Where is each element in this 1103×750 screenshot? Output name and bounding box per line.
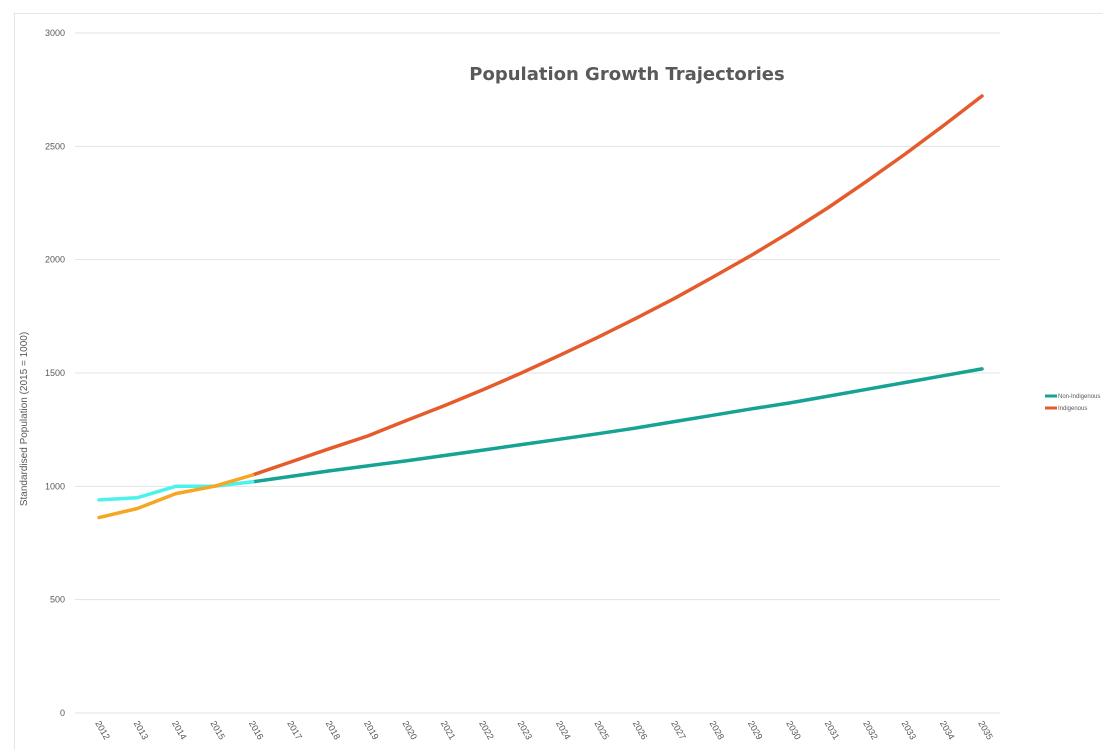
x-tick-label: 2014 xyxy=(170,719,189,741)
x-tick-label: 2025 xyxy=(592,719,611,741)
x-tick-label: 2020 xyxy=(400,719,419,741)
y-tick-label: 3000 xyxy=(45,28,65,38)
x-tick-label: 2016 xyxy=(247,719,266,741)
legend-label-indigenous: Indigenous xyxy=(1058,406,1087,412)
y-tick-label: 1000 xyxy=(45,481,65,491)
x-tick-label: 2022 xyxy=(477,719,496,741)
x-tick-label: 2021 xyxy=(439,719,458,741)
x-tick-label: 2032 xyxy=(861,719,880,741)
x-tick-label: 2035 xyxy=(976,719,995,741)
series-line-non-indigenous-historic xyxy=(97,480,255,502)
x-tick-label: 2031 xyxy=(823,719,842,741)
x-tick-label: 2015 xyxy=(208,719,227,741)
y-tick-label: 0 xyxy=(60,708,65,718)
x-tick-labels: 2012 2013 2014 2015 2016 2017 2018 2019 2020 2021… xyxy=(93,719,995,741)
x-tick-label: 2028 xyxy=(708,719,727,741)
x-tick-label: 2012 xyxy=(93,719,112,741)
x-tick-label: 2029 xyxy=(746,719,765,741)
legend: Non-Indigenous Indigenous xyxy=(1045,394,1100,412)
chart-title: Population Growth Trajectories xyxy=(469,64,784,85)
y-tick-label: 1500 xyxy=(45,368,65,378)
x-tick-label: 2033 xyxy=(899,719,918,741)
x-tick-label: 2019 xyxy=(362,719,381,741)
x-tick-label: 2024 xyxy=(554,719,573,741)
x-tick-label: 2013 xyxy=(132,719,151,741)
x-tick-label: 2034 xyxy=(938,719,957,741)
gridlines xyxy=(75,32,1000,714)
y-tick-label: 500 xyxy=(50,595,65,605)
x-tick-label: 2018 xyxy=(324,719,343,741)
y-tick-label: 2500 xyxy=(45,141,65,151)
x-tick-label: 2017 xyxy=(285,719,304,741)
legend-label-non-indigenous: Non-Indigenous xyxy=(1058,394,1100,400)
x-tick-label: 2027 xyxy=(669,719,688,741)
x-tick-label: 2023 xyxy=(516,719,535,741)
series-line-non-indigenous-projected xyxy=(250,367,984,484)
series-line-indigenous-historic xyxy=(97,473,255,520)
x-tick-label: 2026 xyxy=(631,719,650,741)
series-lines xyxy=(97,94,984,520)
y-axis-title: Standardised Population (2015 = 1000) xyxy=(19,332,30,506)
x-tick-label: 2030 xyxy=(784,719,803,741)
series-line-indigenous-projected xyxy=(250,94,984,477)
chart-area: 0 500 1000 1500 2000 2500 3000 2012 2013 2014 201… xyxy=(14,13,1103,750)
y-tick-labels: 0 500 1000 1500 2000 2500 3000 xyxy=(45,28,65,718)
y-tick-label: 2000 xyxy=(45,255,65,265)
